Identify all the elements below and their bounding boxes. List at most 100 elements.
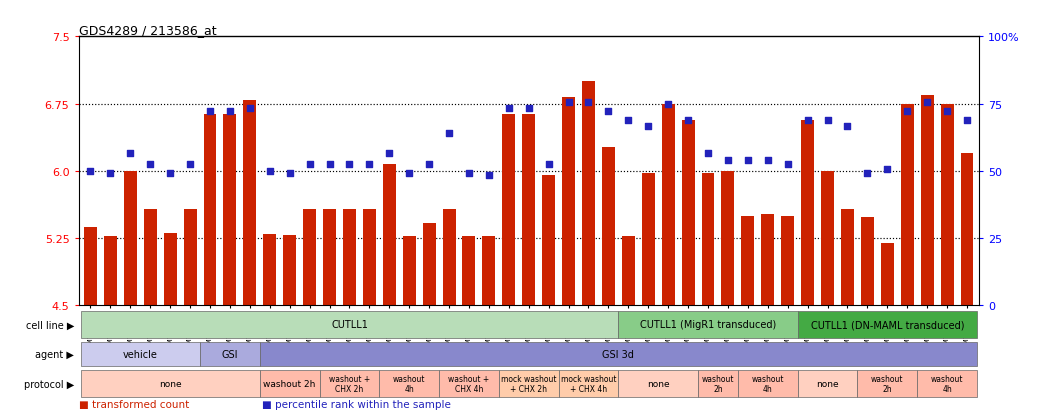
Point xyxy=(121,150,138,157)
Bar xyxy=(798,370,857,397)
Bar xyxy=(798,311,977,338)
Text: washout 2h: washout 2h xyxy=(264,379,316,388)
Bar xyxy=(781,216,795,306)
Text: mock washout
+ CHX 2h: mock washout + CHX 2h xyxy=(500,374,557,393)
Bar xyxy=(143,210,157,306)
Text: none: none xyxy=(647,379,669,388)
Bar xyxy=(104,237,117,306)
Text: GSI 3d: GSI 3d xyxy=(602,349,634,359)
Point xyxy=(421,162,438,169)
Point xyxy=(222,108,239,115)
Bar xyxy=(304,210,316,306)
Text: washout
2h: washout 2h xyxy=(701,374,734,393)
Point xyxy=(819,117,836,123)
Bar xyxy=(81,370,260,397)
Point xyxy=(321,162,338,169)
Bar xyxy=(738,370,798,397)
Bar xyxy=(443,210,455,306)
Bar xyxy=(260,370,319,397)
Point xyxy=(401,171,418,177)
Bar xyxy=(741,216,754,306)
Point xyxy=(461,171,477,177)
Point xyxy=(282,171,298,177)
Point xyxy=(660,101,676,107)
Point xyxy=(441,131,458,137)
Bar xyxy=(203,115,217,306)
Bar xyxy=(498,370,559,397)
Bar xyxy=(403,237,416,306)
Text: protocol ▶: protocol ▶ xyxy=(24,379,74,389)
Point xyxy=(520,105,537,112)
Text: cell line ▶: cell line ▶ xyxy=(25,320,74,330)
Bar xyxy=(81,311,619,338)
Point xyxy=(919,99,936,106)
Bar xyxy=(463,237,475,306)
Bar xyxy=(223,115,237,306)
Point xyxy=(162,171,179,177)
Text: washout +
CHX 4h: washout + CHX 4h xyxy=(448,374,490,393)
Text: ■ percentile rank within the sample: ■ percentile rank within the sample xyxy=(262,399,450,409)
Text: ■ transformed count: ■ transformed count xyxy=(79,399,188,409)
Point xyxy=(381,150,398,157)
Bar xyxy=(619,311,798,338)
Bar xyxy=(383,165,396,306)
Text: CUTLL1 (DN-MAML transduced): CUTLL1 (DN-MAML transduced) xyxy=(810,320,964,330)
Point xyxy=(719,157,736,164)
Bar xyxy=(761,214,775,306)
Text: washout
4h: washout 4h xyxy=(931,374,963,393)
Bar xyxy=(423,223,436,306)
Bar xyxy=(542,176,555,306)
Bar xyxy=(562,98,575,306)
Point xyxy=(699,150,716,157)
Bar xyxy=(960,154,974,306)
Point xyxy=(341,162,358,169)
Point xyxy=(839,123,855,130)
Point xyxy=(878,166,895,173)
Bar xyxy=(200,342,260,366)
Bar xyxy=(881,243,894,306)
Bar xyxy=(920,95,934,306)
Point xyxy=(759,157,776,164)
Bar xyxy=(698,370,738,397)
Point xyxy=(959,117,976,123)
Bar xyxy=(363,210,376,306)
Bar xyxy=(260,342,977,366)
Point xyxy=(620,117,637,123)
Bar xyxy=(662,104,674,306)
Bar xyxy=(319,370,379,397)
Text: washout +
CHX 2h: washout + CHX 2h xyxy=(329,374,370,393)
Bar xyxy=(324,210,336,306)
Text: GDS4289 / 213586_at: GDS4289 / 213586_at xyxy=(79,24,216,37)
Text: washout
2h: washout 2h xyxy=(871,374,904,393)
Point xyxy=(560,99,577,106)
Bar xyxy=(183,210,197,306)
Bar xyxy=(619,370,698,397)
Point xyxy=(640,123,656,130)
Text: none: none xyxy=(159,379,181,388)
Text: none: none xyxy=(817,379,839,388)
Point xyxy=(939,108,956,115)
Point xyxy=(799,117,816,123)
Bar xyxy=(439,370,498,397)
Point xyxy=(102,171,118,177)
Point xyxy=(82,168,98,175)
Point xyxy=(361,162,378,169)
Bar xyxy=(582,82,595,306)
Bar xyxy=(682,120,694,306)
Bar xyxy=(940,104,954,306)
Point xyxy=(141,162,158,169)
Text: washout
4h: washout 4h xyxy=(752,374,784,393)
Text: CUTLL1 (MigR1 transduced): CUTLL1 (MigR1 transduced) xyxy=(640,320,776,330)
Bar xyxy=(602,147,615,306)
Point xyxy=(540,162,557,169)
Bar xyxy=(701,174,714,306)
Bar xyxy=(503,115,515,306)
Text: GSI: GSI xyxy=(222,349,238,359)
Point xyxy=(779,162,796,169)
Bar xyxy=(124,171,137,306)
Bar xyxy=(841,210,854,306)
Bar xyxy=(522,115,535,306)
Point xyxy=(580,99,597,106)
Bar xyxy=(861,218,874,306)
Bar xyxy=(642,174,654,306)
